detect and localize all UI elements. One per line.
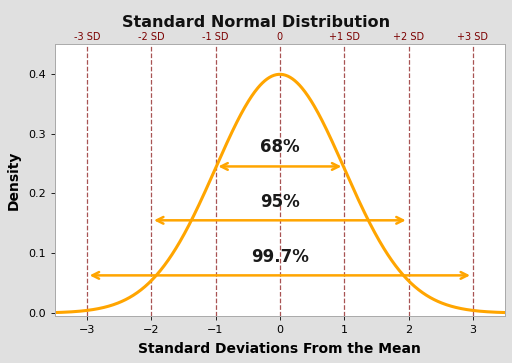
Text: Standard Normal Distribution: Standard Normal Distribution [122, 15, 390, 29]
Y-axis label: Density: Density [7, 150, 21, 209]
Text: 99.7%: 99.7% [251, 248, 309, 266]
Text: 68%: 68% [260, 138, 300, 156]
X-axis label: Standard Deviations From the Mean: Standard Deviations From the Mean [138, 342, 421, 356]
Text: 95%: 95% [260, 193, 300, 211]
